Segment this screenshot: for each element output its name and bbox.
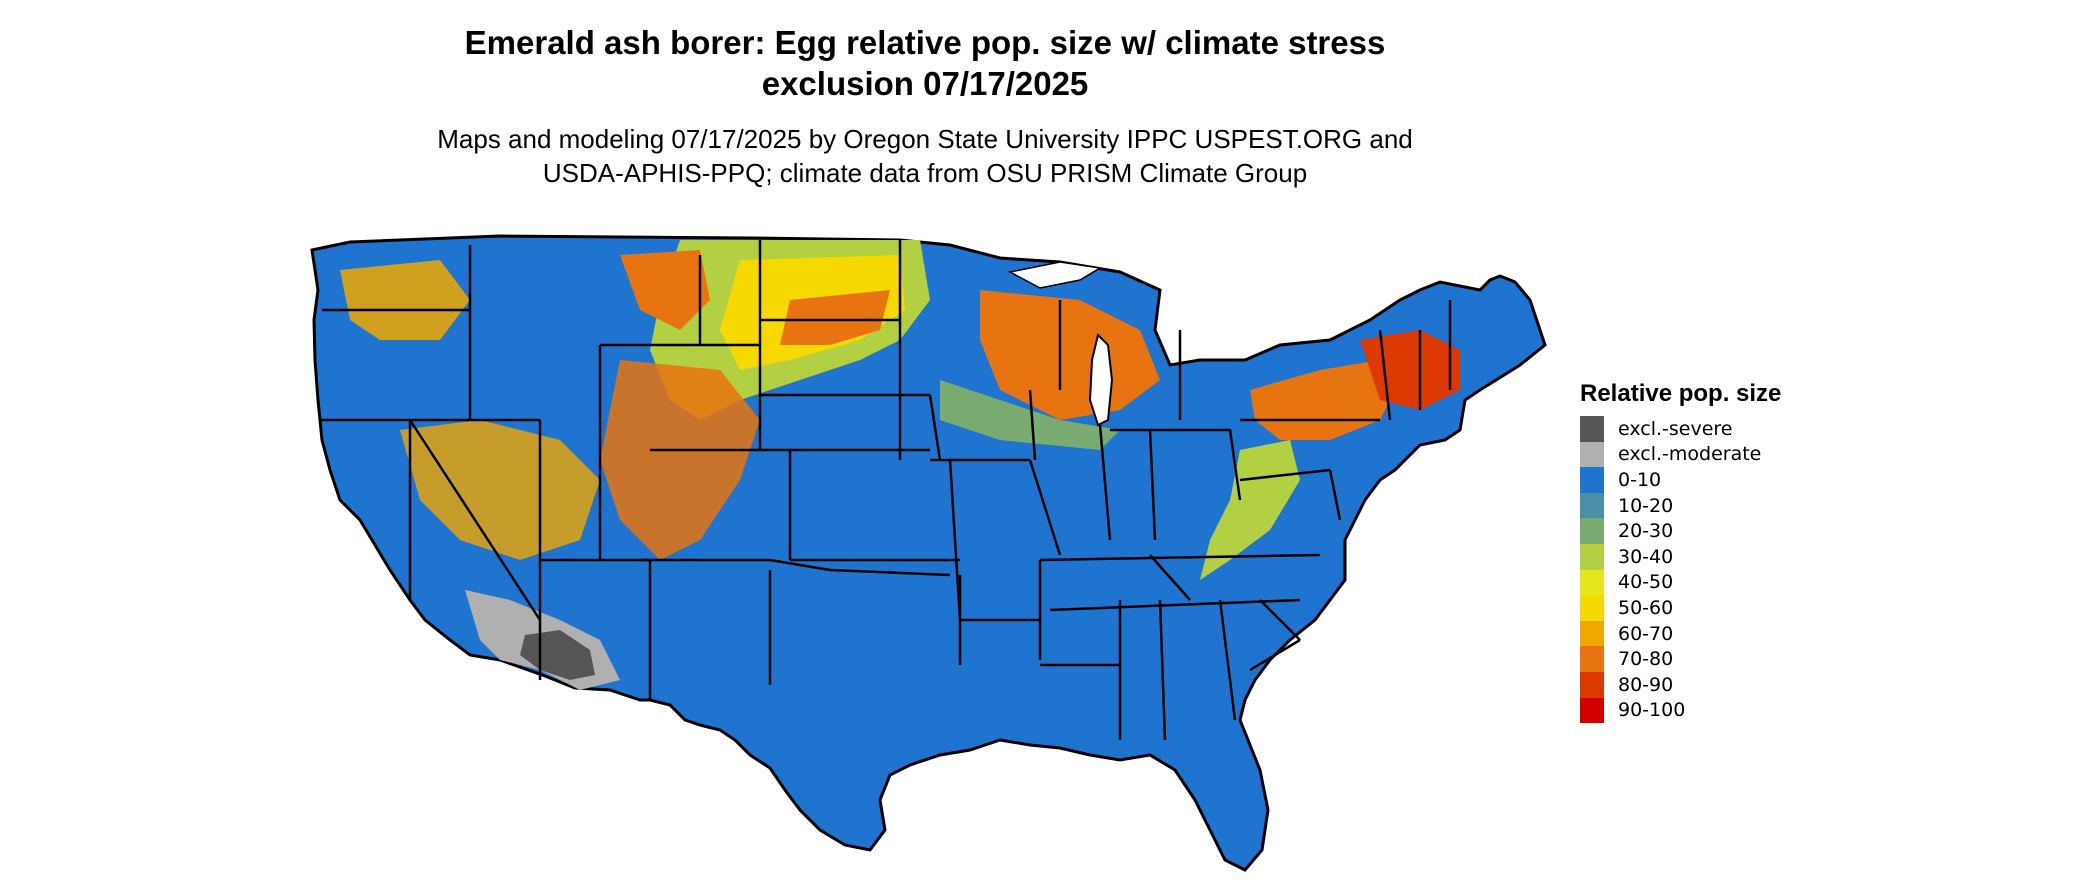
legend-label: 80-90 xyxy=(1618,673,1674,696)
pop-zone-rockies xyxy=(600,360,760,560)
legend-label: 20-30 xyxy=(1618,520,1674,543)
state-boundaries xyxy=(320,240,1452,741)
legend-swatch xyxy=(1580,492,1604,519)
legend-swatch xyxy=(1580,518,1604,544)
legend-item: 30-40 xyxy=(1580,543,1781,570)
legend-label: 90-100 xyxy=(1618,699,1686,722)
pop-zone-northern-plains-high xyxy=(780,290,890,345)
legend-swatch xyxy=(1580,441,1604,468)
legend-swatch xyxy=(1580,569,1604,596)
legend-item: 10-20 xyxy=(1580,492,1781,519)
legend-label: 50-60 xyxy=(1618,596,1674,619)
legend-swatch xyxy=(1580,543,1604,570)
legend-item: excl.-severe xyxy=(1580,416,1781,442)
legend-label: 30-40 xyxy=(1618,545,1674,568)
pop-zone-upper-midwest-fringe xyxy=(940,380,1120,450)
legend-label: excl.-severe xyxy=(1618,417,1733,440)
pop-zone-new-england xyxy=(1360,330,1460,410)
legend-swatch xyxy=(1580,620,1604,647)
pop-zone-northwest xyxy=(340,260,470,340)
legend-item: 20-30 xyxy=(1580,518,1781,544)
legend-label: 60-70 xyxy=(1618,622,1674,645)
legend-label: 40-50 xyxy=(1618,571,1674,594)
legend-swatch xyxy=(1580,416,1604,442)
legend-swatch xyxy=(1580,671,1604,698)
legend-item: 60-70 xyxy=(1580,620,1781,647)
legend-swatch xyxy=(1580,595,1604,621)
legend-title: Relative pop. size xyxy=(1580,380,1782,407)
legend-item: 90-100 xyxy=(1580,697,1781,724)
pop-zone-montana xyxy=(620,250,710,330)
map-title: Emerald ash borer: Egg relative pop. siz… xyxy=(464,24,1386,102)
legend-items: excl.-severe excl.-moderate 0-10 10-20 20-30… xyxy=(1580,416,1781,724)
legend: Relative pop. size excl.-severe excl.-mod… xyxy=(1580,380,1782,724)
legend-item: 50-60 xyxy=(1580,595,1781,621)
us-map xyxy=(310,234,1547,872)
legend-swatch xyxy=(1580,467,1604,493)
lake-michigan xyxy=(1088,333,1114,427)
legend-swatch xyxy=(1580,646,1604,672)
legend-item: excl.-moderate xyxy=(1580,441,1781,468)
map-subtitle: Maps and modeling 07/17/2025 by Oregon S… xyxy=(437,124,1413,188)
legend-item: 70-80 xyxy=(1580,646,1781,672)
legend-label: 70-80 xyxy=(1618,648,1674,671)
legend-label: excl.-moderate xyxy=(1618,443,1762,466)
legend-label: 0-10 xyxy=(1618,468,1662,491)
pop-zone-upper-midwest xyxy=(980,290,1160,420)
legend-item: 80-90 xyxy=(1580,671,1781,698)
legend-swatch xyxy=(1580,697,1604,724)
lake-superior xyxy=(1007,261,1103,289)
legend-item: 40-50 xyxy=(1580,569,1781,596)
legend-item: 0-10 xyxy=(1580,467,1781,493)
pop-zone-great-basin xyxy=(400,420,600,560)
legend-label: 10-20 xyxy=(1618,494,1674,517)
